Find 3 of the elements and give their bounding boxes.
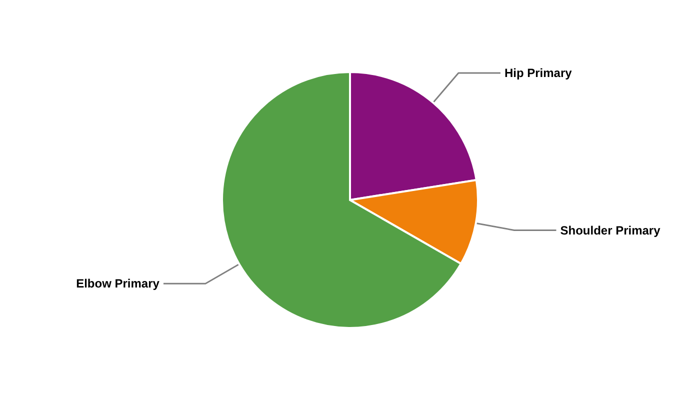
slice-label: Elbow Primary xyxy=(76,276,160,291)
slice-label: Hip Primary xyxy=(504,66,572,80)
slice-label: Shoulder Primary xyxy=(560,223,661,238)
